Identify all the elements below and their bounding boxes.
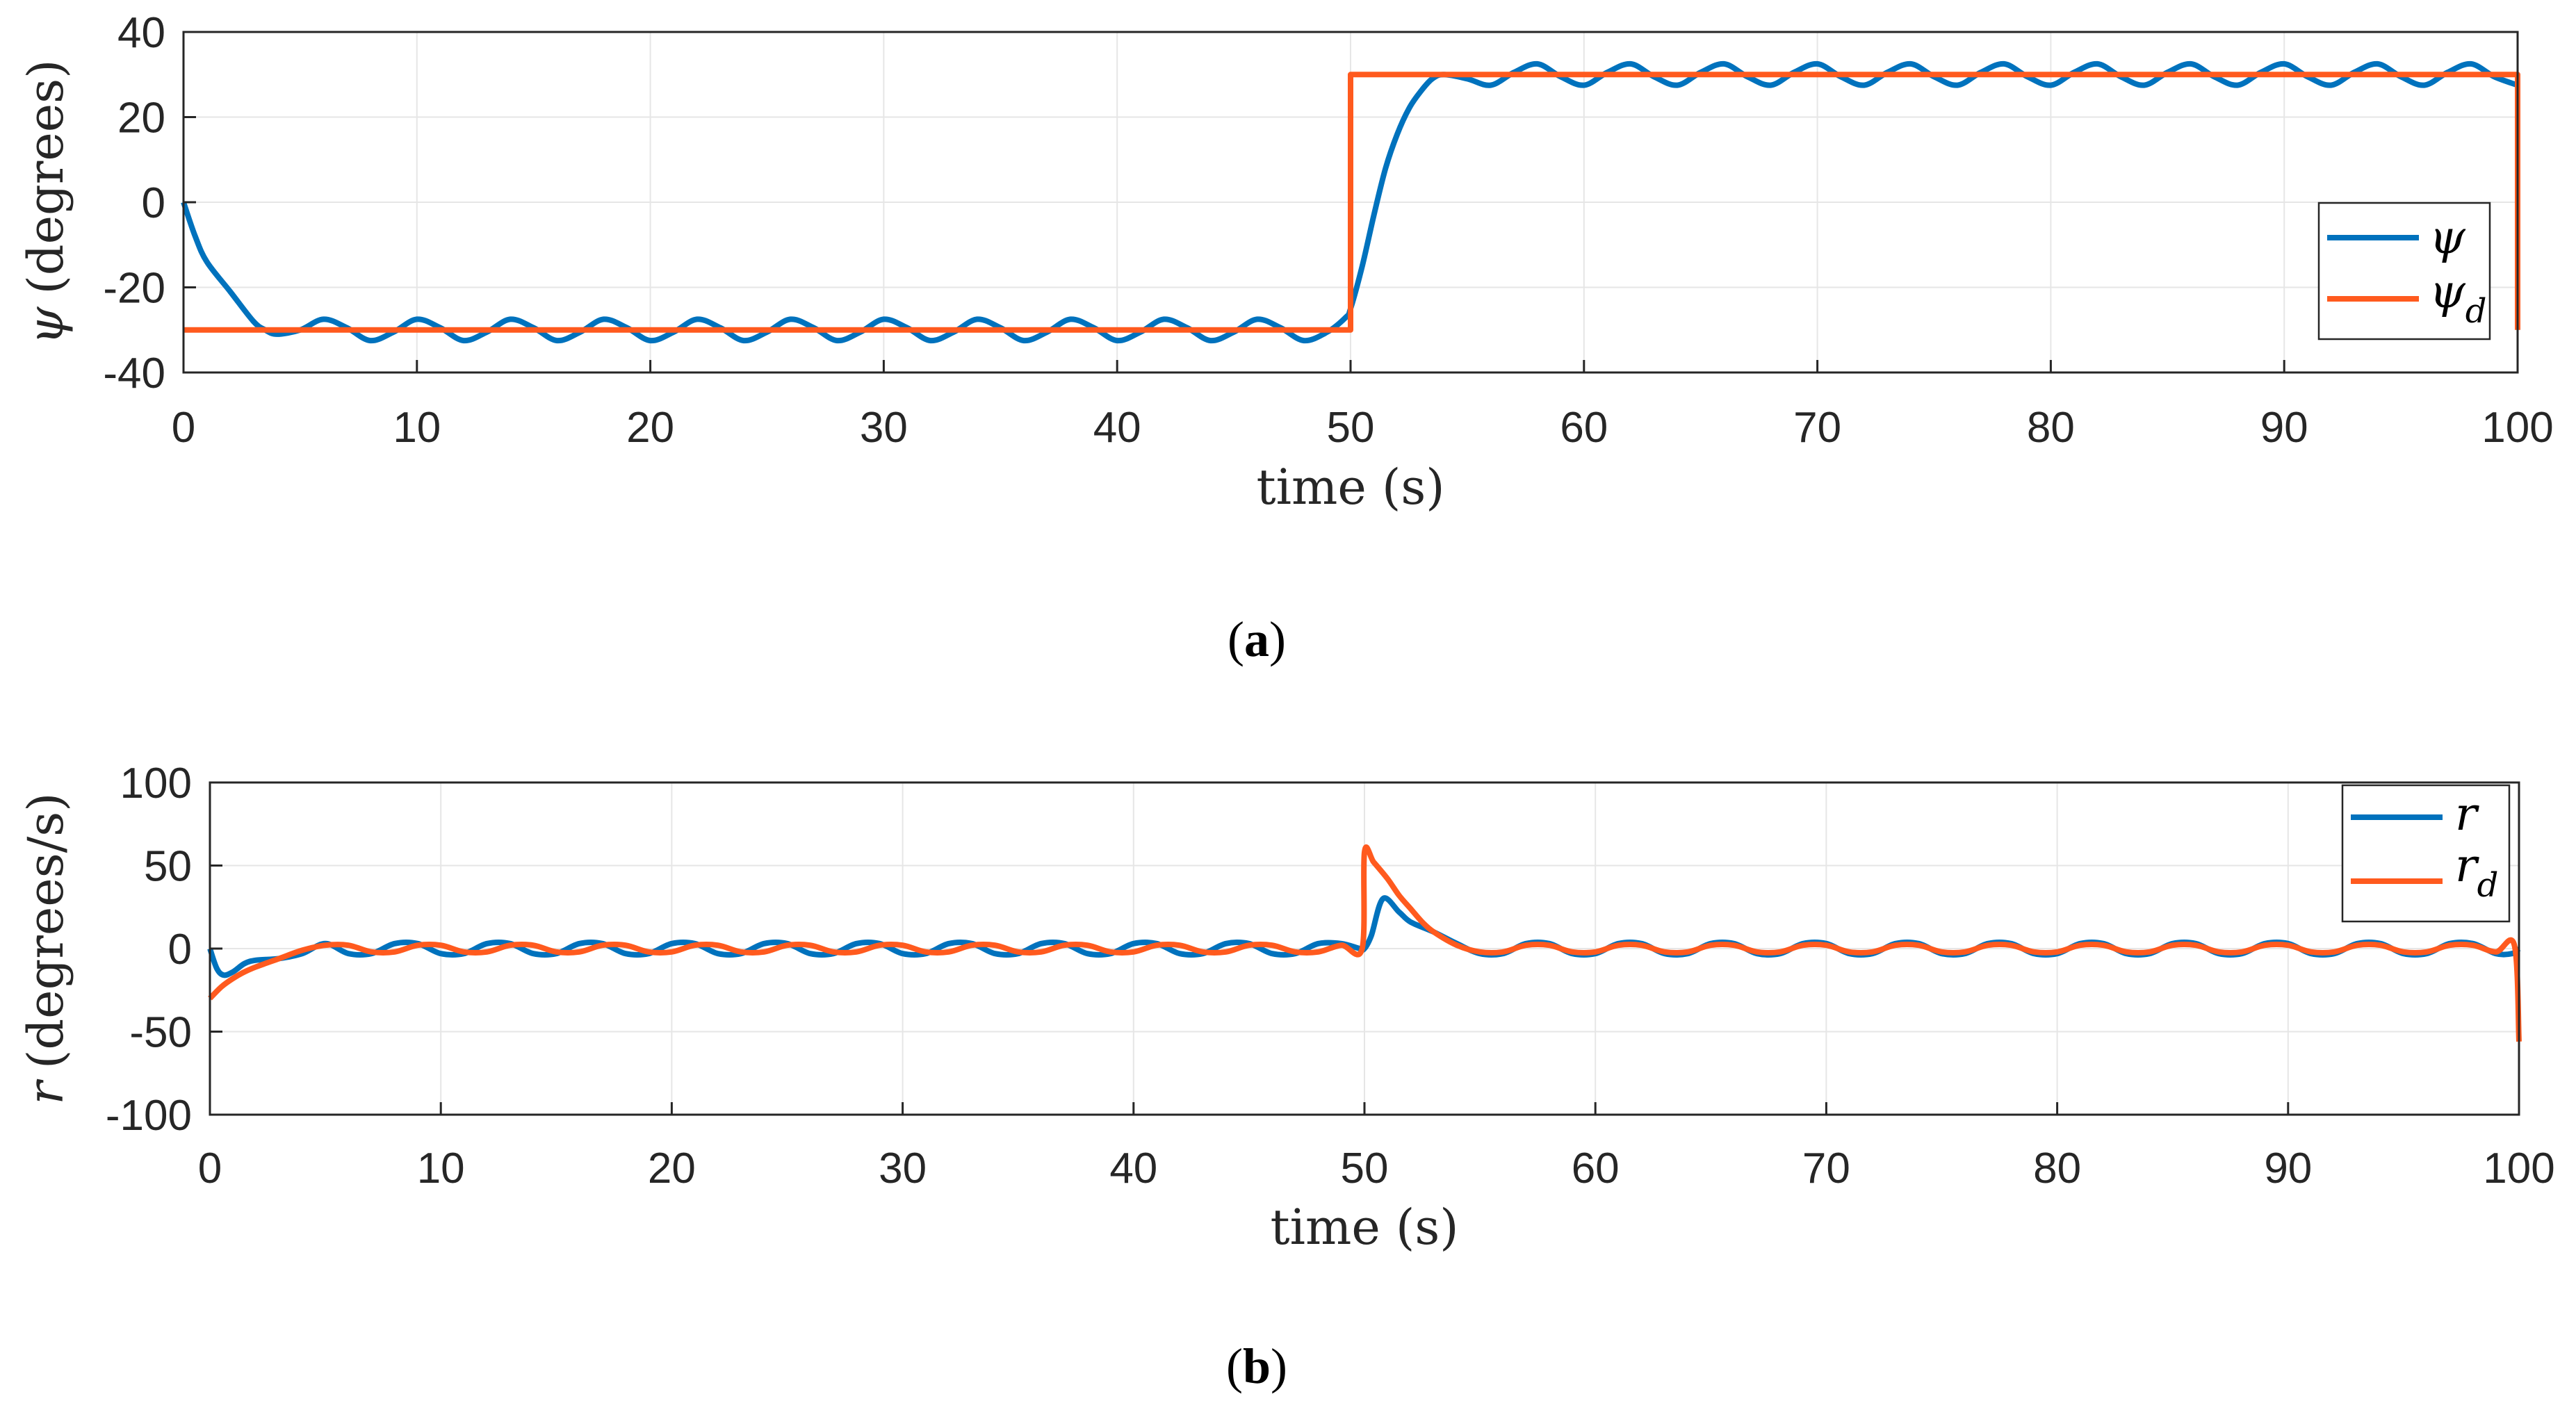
ytick-label: -100 [106,1092,192,1140]
xtick-label: 0 [198,1145,222,1193]
panel-a-legend: ψ ψd [2317,202,2491,341]
ytick-label: 0 [168,926,192,974]
xtick-label: 100 [2481,404,2553,452]
panel-b-caption: (b) [1226,1338,1287,1394]
xtick-label: 40 [1109,1145,1157,1193]
xtick-label: 60 [1560,404,1608,452]
xtick-label: 80 [2027,404,2075,452]
xtick-label: 10 [393,404,441,452]
panel-b-legend: r rd [2341,784,2511,923]
ytick-label: 0 [142,179,165,227]
xtick-label: 100 [2483,1145,2554,1193]
panel-b-lines [207,844,2522,1042]
series-line-series0 [181,60,2519,344]
xtick-label: 50 [1327,404,1375,452]
xtick-label: 40 [1093,404,1141,452]
series-line-rd [208,844,2522,1042]
xtick-label: 20 [626,404,674,452]
panel-a-xticks: 0 10 20 30 40 50 60 70 80 90 100 [172,360,2554,452]
xtick-label: 0 [172,404,195,452]
panel-a-ylabel: ψ(degrees) [17,60,74,345]
ytick-label: -20 [103,265,165,313]
ytick-label: -50 [129,1009,192,1057]
panel-a-legend-box [2317,202,2491,341]
xtick-label: 10 [417,1145,465,1193]
ytick-label: 50 [144,843,192,891]
xtick-label: 60 [1572,1145,1620,1193]
panel-a-caption: (a) [1228,612,1286,667]
xtick-label: 20 [648,1145,696,1193]
xtick-label: 70 [1793,404,1841,452]
panel-b-yticks: 100 50 0 -50 -100 [106,760,222,1140]
panel-b: 0 10 20 30 40 50 60 70 80 90 100 100 50 0 -50 -100 tim… [17,760,2555,1394]
xtick-label: 30 [879,1145,927,1193]
panel-a: 0 10 20 30 40 50 60 70 80 90 100 40 20 0 -20 -40 time … [17,9,2554,667]
legend-psid-label: ψd [2429,265,2487,331]
ytick-label: 20 [117,95,165,142]
legend-rd-label: rd [2455,839,2498,905]
ytick-label: -40 [103,350,165,398]
xtick-label: 50 [1341,1145,1389,1193]
panel-b-xticks: 0 10 20 30 40 50 60 70 80 90 100 [198,1102,2555,1193]
legend-psi-label: ψ [2429,211,2466,264]
ytick-label: 100 [120,760,192,808]
xtick-label: 70 [1802,1145,1850,1193]
xtick-label: 90 [2260,404,2308,452]
xtick-label: 90 [2264,1145,2312,1193]
xtick-label: 30 [860,404,908,452]
panel-a-xlabel: time (s) [1256,459,1444,516]
panel-a-yticks: 40 20 0 -20 -40 [103,9,196,398]
xtick-label: 80 [2033,1145,2081,1193]
legend-r-label: r [2455,787,2479,841]
panel-b-legend-box [2341,784,2511,923]
panel-b-xlabel: time (s) [1270,1199,1458,1256]
ytick-label: 40 [117,9,165,57]
panel-b-ylabel: r(degrees/s) [17,793,74,1105]
